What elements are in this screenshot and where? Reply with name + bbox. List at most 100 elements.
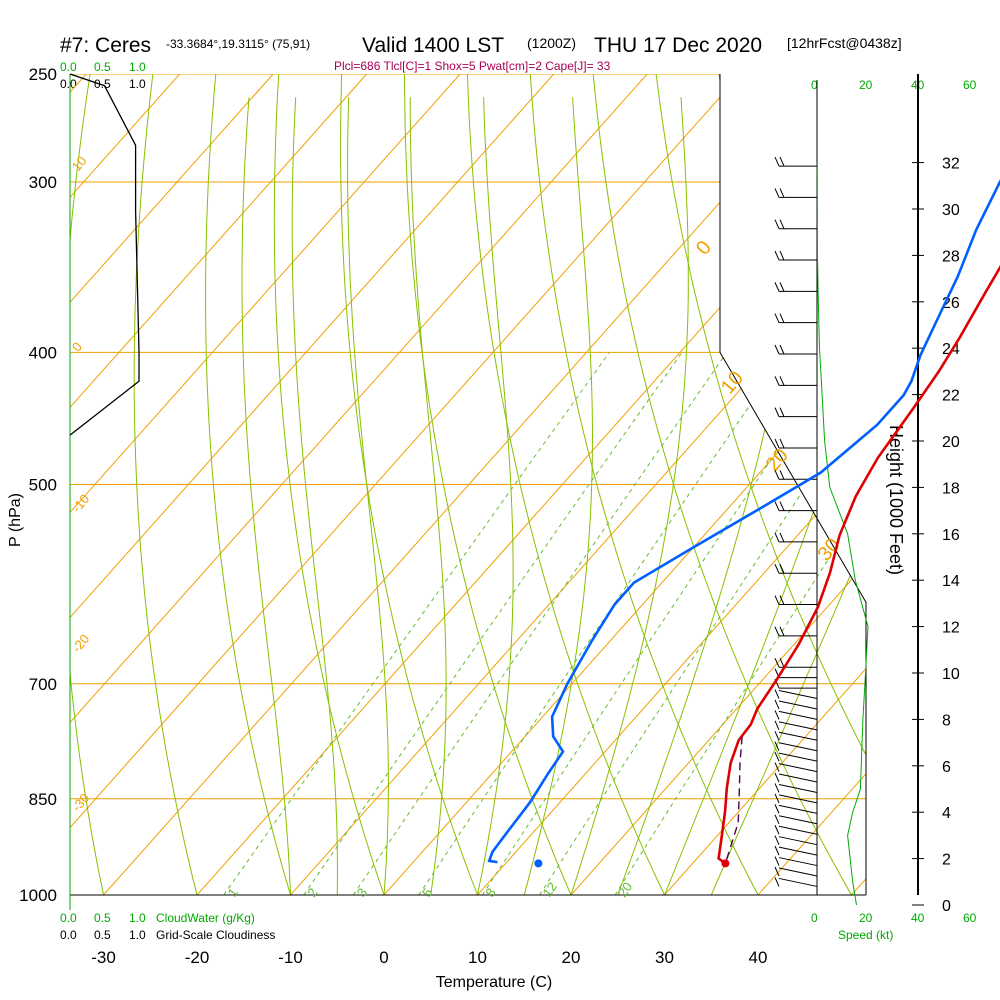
cloudwater-tick-1: 0.5 (94, 60, 111, 74)
height-label-10: 10 (942, 666, 960, 683)
temp-tick--30: -30 (91, 948, 116, 967)
isotherm-line (103, 74, 835, 895)
temp-tick-20: 20 (562, 948, 581, 967)
isotherm-label-4: -30 (69, 790, 93, 814)
moist-adiabat (710, 97, 866, 895)
speed-bottom-2: 40 (911, 911, 925, 925)
temp-tick-0: 0 (379, 948, 388, 967)
parcel-line (724, 736, 743, 864)
height-label-4: 4 (942, 805, 951, 822)
cloudwater-title: CloudWater (g/Kg) (156, 911, 255, 925)
wind-barb-flag (774, 156, 780, 167)
wind-barb-flag (774, 438, 780, 449)
temperature-surface-point (721, 859, 730, 868)
speed-top-0: 0 (811, 78, 818, 92)
cloudiness-bottom-0: 0.0 (60, 928, 77, 942)
dry-adiabat (466, 74, 680, 895)
mixing-ratio-line (481, 352, 844, 895)
dewpoint-line (487, 179, 1000, 864)
dry-adiabat (205, 74, 300, 895)
cloudiness-title: Grid-Scale Cloudiness (156, 928, 275, 942)
dry-adiabat (839, 74, 866, 895)
moist-adiabat (409, 97, 447, 895)
mixing-ratio-label-0: 1 (225, 885, 241, 900)
isotherm-line (70, 74, 274, 895)
wind-barb-flag (774, 731, 780, 741)
height-label-28: 28 (942, 248, 960, 265)
wind-barb (778, 825, 818, 835)
pressure-tick-500: 500 (29, 476, 57, 495)
wind-barb (778, 721, 818, 731)
wind-barb-flag (779, 564, 785, 574)
chart-right-edge (719, 74, 867, 895)
wind-barb (778, 857, 818, 867)
wind-barb-flag (774, 188, 780, 198)
wind-barb-flag (779, 532, 785, 543)
wind-barb-flag (774, 407, 780, 417)
wind-barb (778, 731, 818, 741)
wind-barb (778, 846, 818, 856)
speed-top-1: 20 (859, 78, 873, 92)
forecast-date: THU 17 Dec 2020 (594, 34, 762, 57)
wind-barb (778, 836, 818, 846)
isotherm-line (290, 74, 866, 895)
cloudiness-tick-2: 1.0 (129, 77, 146, 91)
forecast-run: [12hrFcst@0438z] (787, 35, 902, 51)
moist-adiabat (347, 97, 389, 895)
temp-tick-30: 30 (655, 948, 674, 967)
wind-barb-flag (774, 689, 780, 699)
wind-barb-flag (779, 219, 785, 229)
height-label-0: 0 (942, 898, 951, 915)
sounding-indices: Plcl=686 Tlcl[C]=1 Shox=5 Pwat[cm]=2 Cap… (334, 59, 611, 73)
height-label-30: 30 (942, 202, 960, 219)
zulu-time: (1200Z) (527, 35, 576, 51)
wind-barb-flag (774, 595, 780, 605)
wind-barb-flag (774, 877, 780, 887)
mixing-ratio-line (303, 352, 683, 895)
height-label-6: 6 (942, 759, 951, 776)
cloudwater-bottom-0: 0.0 (60, 911, 77, 925)
wind-barb-flag (779, 595, 785, 605)
wind-barb-flag (774, 825, 780, 835)
wind-barb (778, 763, 818, 773)
wind-barb-flag (774, 282, 780, 292)
wind-barb-flag (779, 250, 785, 261)
station-coords: -33.3684°,19.3115° (75,91) (166, 37, 310, 51)
speed-top-3: 60 (963, 78, 977, 92)
isotherm-label-2: -10 (69, 491, 93, 515)
isotherm-label-5: 0 (692, 237, 716, 260)
wind-barb-flag (774, 856, 780, 866)
mixing-ratio-label-5: 12 (539, 879, 560, 899)
speed-title: Speed (kt) (838, 928, 893, 942)
wind-barb-flag (774, 344, 780, 355)
wind-barb-flag (779, 657, 785, 668)
dry-adiabat (964, 50, 1000, 924)
isotherm-line (70, 74, 368, 895)
wind-barb-flag (774, 657, 780, 668)
wind-barb-flag (779, 156, 785, 167)
mixing-ratio-line (223, 352, 610, 895)
x-axis-title: Temperature (C) (436, 974, 552, 991)
isotherm-line (70, 74, 648, 895)
isotherm-line (70, 74, 461, 895)
wind-barb-flag (779, 626, 785, 637)
wind-barb-flag (774, 772, 780, 783)
wind-barb-flag (774, 219, 780, 229)
valid-time: Valid 1400 LST (362, 34, 504, 57)
height-label-2: 2 (942, 852, 951, 869)
wind-barb-flag (779, 407, 785, 417)
cloudiness-line (69, 73, 140, 436)
cloudiness-tick-1: 0.5 (94, 77, 111, 91)
cloudwater-tick-0: 0.0 (60, 60, 77, 74)
isotherm-line (664, 74, 866, 895)
station-title: #7: Ceres (60, 34, 151, 57)
wind-barb (778, 815, 818, 825)
wind-barb (778, 794, 818, 804)
mixing-ratio-line (418, 352, 787, 895)
pressure-tick-700: 700 (29, 675, 57, 694)
wind-barb (778, 752, 818, 762)
dry-adiabat (340, 74, 490, 895)
y-axis-title: P (hPa) (7, 493, 24, 547)
dry-adiabat (590, 74, 866, 895)
